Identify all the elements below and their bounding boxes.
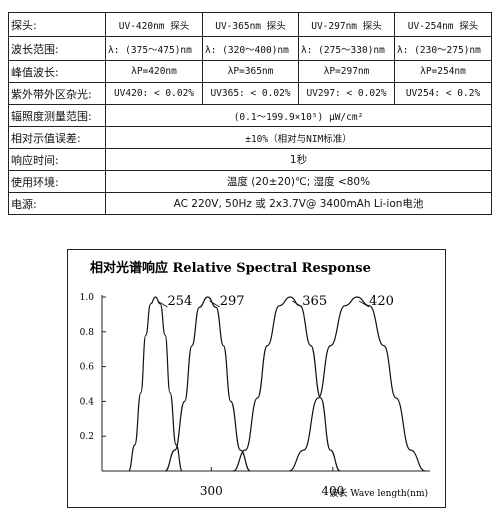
- series-line-365: [232, 296, 341, 472]
- spec-table: 探头: UV-420nm 探头 UV-365nm 探头 UV-297nm 探头 …: [8, 12, 492, 215]
- table-row: 紫外带外区杂光: UV420: < 0.02% UV365: < 0.02% U…: [8, 82, 492, 105]
- table-cell: λ: (320～400)nm: [202, 36, 299, 61]
- row-label: 波长范围:: [8, 36, 106, 61]
- table-cell: UV254: < 0.2%: [394, 82, 492, 105]
- table-cell: ±10%（相对与NIM标准）: [105, 126, 492, 149]
- spectral-response-chart: 相对光谱响应 Relative Spectral Response 1.0 0.8…: [67, 249, 446, 508]
- table-cell: UV365: < 0.02%: [202, 82, 299, 105]
- y-tick-label: 0.6: [80, 363, 95, 373]
- table-cell: 1秒: [105, 148, 492, 171]
- table-cell: UV-297nm 探头: [298, 12, 395, 37]
- row-label: 使用环境:: [8, 170, 106, 193]
- series-line-254: [128, 296, 183, 472]
- table-cell: UV-365nm 探头: [202, 12, 299, 37]
- row-label: 辐照度测量范围:: [8, 104, 106, 127]
- series-line-297: [164, 296, 251, 472]
- y-tick-label: 0.4: [80, 397, 95, 407]
- series-leader-297: [209, 300, 220, 308]
- chart-title: 相对光谱响应 Relative Spectral Response: [90, 260, 371, 276]
- table-cell: λ: (275～330)nm: [298, 36, 395, 61]
- table-cell: 温度 (20±20)℃; 湿度 <80%: [105, 170, 492, 193]
- series-label-297: 297: [220, 294, 245, 309]
- table-cell: λ: (375～475)nm: [105, 36, 203, 61]
- row-label: 紫外带外区杂光:: [8, 82, 106, 105]
- y-tick-label: 0.8: [80, 328, 95, 338]
- chart-svg: 相对光谱响应 Relative Spectral Response 1.0 0.8…: [80, 260, 430, 499]
- series-label-254: 254: [167, 294, 192, 309]
- series-label-420: 420: [369, 294, 394, 309]
- table-cell: λ: (230～275)nm: [394, 36, 492, 61]
- table-row: 电源: AC 220V, 50Hz 或 2x3.7V@ 3400mAh Li-i…: [8, 192, 492, 215]
- table-row: 辐照度测量范围: (0.1～199.9×10⁵) μW/cm²: [8, 104, 492, 127]
- table-cell: UV297: < 0.02%: [298, 82, 395, 105]
- row-label: 探头:: [8, 12, 106, 37]
- table-cell: AC 220V, 50Hz 或 2x3.7V@ 3400mAh Li-ion电池: [105, 192, 492, 215]
- table-row: 响应时间: 1秒: [8, 148, 492, 171]
- row-label: 电源:: [8, 192, 106, 215]
- row-label: 峰值波长:: [8, 60, 106, 83]
- table-row: 探头: UV-420nm 探头 UV-365nm 探头 UV-297nm 探头 …: [8, 12, 492, 37]
- table-cell: λP=420nm: [105, 60, 203, 83]
- table-cell: UV420: < 0.02%: [105, 82, 203, 105]
- series-line-420: [288, 296, 426, 472]
- x-tick-label: 400: [321, 484, 344, 498]
- y-tick-label: 1.0: [80, 293, 95, 303]
- series-leader-254: [157, 300, 168, 308]
- y-tick-label: 0.2: [80, 432, 94, 442]
- table-row: 波长范围: λ: (375～475)nm λ: (320～400)nm λ: (…: [8, 36, 492, 61]
- table-cell: UV-420nm 探头: [105, 12, 203, 37]
- table-cell: λP=254nm: [394, 60, 492, 83]
- series-leader-365: [292, 300, 303, 308]
- row-label: 响应时间:: [8, 148, 106, 171]
- x-tick-label: 300: [200, 484, 223, 498]
- table-cell: λP=365nm: [202, 60, 299, 83]
- table-row: 峰值波长: λP=420nm λP=365nm λP=297nm λP=254n…: [8, 60, 492, 83]
- table-cell: UV-254nm 探头: [394, 12, 492, 37]
- table-cell: λP=297nm: [298, 60, 395, 83]
- x-axis-label: 波长 Wave length(nm): [330, 487, 429, 499]
- table-row: 相对示值误差: ±10%（相对与NIM标准）: [8, 126, 492, 149]
- row-label: 相对示值误差:: [8, 126, 106, 149]
- table-cell: (0.1～199.9×10⁵) μW/cm²: [105, 104, 492, 127]
- table-row: 使用环境: 温度 (20±20)℃; 湿度 <80%: [8, 170, 492, 193]
- series-label-365: 365: [302, 294, 327, 309]
- series-leader-420: [358, 300, 370, 308]
